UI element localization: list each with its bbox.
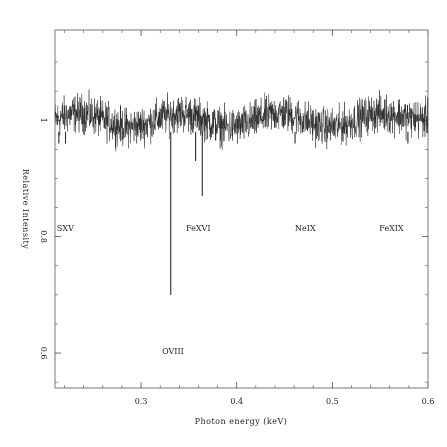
line-label: SXV [57,224,74,233]
x-axis-title: Photon energy (keV) [195,417,288,426]
x-tick-label: 0.3 [135,397,148,406]
spectrum-series [54,89,429,295]
plot-frame [54,29,429,389]
x-tick-label: 0.4 [230,397,243,406]
line-label: FeXIX [379,224,404,233]
line-label: FeXVI [186,224,210,233]
line-label: OVIII [162,347,184,356]
y-tick-label: 0.6 [39,347,48,360]
line-label: NeIX [295,224,316,233]
spectrum-line [54,89,429,152]
x-tick-label: 0.5 [326,397,339,406]
x-tick-label: 0.6 [422,397,435,406]
y-tick-label: 0.8 [39,230,48,243]
y-tick-label: 1 [39,118,48,123]
y-axis-title: Relative Intensity [21,169,30,249]
y-axis: 0.6 0.8 1 [39,61,428,383]
x-axis: 0.3 0.4 0.5 0.6 [64,30,435,406]
line-annotations: SXV FeXVI NeIX FeXIX OVIII [57,224,404,356]
